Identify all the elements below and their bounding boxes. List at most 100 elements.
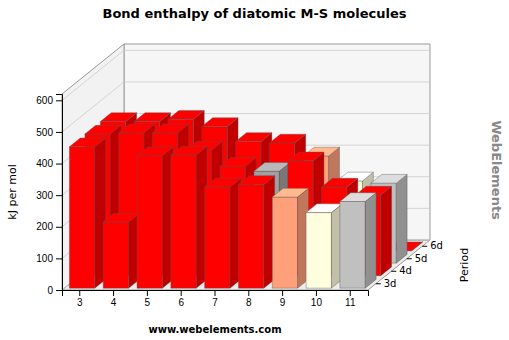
tick-label: 5 [145, 297, 151, 308]
bar-top [254, 163, 290, 172]
bar-top [202, 118, 238, 127]
bar-top [134, 113, 170, 122]
tick-mark [407, 258, 412, 259]
depth-axis-label: Period [458, 248, 471, 282]
bar-front [205, 187, 230, 288]
tick-label: 300 [36, 190, 53, 201]
tick-mark [181, 290, 182, 296]
bar-front [69, 147, 94, 288]
tick-label: 0 [47, 285, 53, 296]
tick-mark [56, 258, 62, 259]
bar [137, 147, 173, 288]
bar-top [236, 133, 272, 142]
tick-label: 3 [77, 297, 83, 308]
depth-axis: 3d4d5d6d [376, 240, 443, 289]
tick: 100 [36, 253, 62, 264]
tick-mark [56, 100, 62, 101]
tick: 400 [36, 158, 62, 169]
y-axis-label: kJ per mol [6, 164, 19, 219]
tick-label: 400 [36, 158, 53, 169]
tick: 7 [212, 290, 218, 308]
tick-mark [56, 227, 62, 228]
tick-mark [350, 290, 351, 296]
panes [62, 44, 430, 290]
bar-front [272, 197, 297, 288]
bar-front [103, 222, 128, 288]
watermark: WebElements [489, 120, 504, 220]
bar-top [100, 113, 136, 122]
bar-side [381, 186, 392, 275]
bar [205, 178, 241, 288]
tick: 200 [36, 221, 62, 232]
axis-line [56, 95, 63, 291]
tick-label: 600 [36, 95, 53, 106]
bar [238, 176, 274, 288]
bar [272, 188, 308, 288]
bar-side [365, 193, 376, 288]
tick-label: 6 [178, 297, 184, 308]
bar-top [205, 178, 241, 187]
tick-label: 7 [212, 297, 218, 308]
bar-top [69, 138, 105, 147]
bar-top [153, 124, 189, 133]
bar-top [171, 146, 207, 155]
tick: 300 [36, 190, 62, 201]
bars [69, 111, 422, 289]
tick: 600 [36, 95, 62, 106]
bar [69, 138, 105, 288]
bar [171, 146, 207, 288]
bar-top [85, 125, 121, 134]
bar-front [306, 213, 331, 289]
bar-top [371, 174, 407, 183]
bar [103, 213, 139, 288]
tick-mark [376, 283, 381, 284]
bar-front [171, 155, 196, 288]
tick: 0 [47, 285, 62, 296]
bar-top [103, 213, 139, 222]
tick-label: 11 [345, 297, 356, 308]
title: Bond enthalpy of diatomic M-S molecules [103, 6, 407, 21]
tick-label: 4 [111, 297, 117, 308]
y-axis: 0 100 200 300 400 500 600 [36, 95, 62, 296]
bar-top [288, 152, 324, 161]
bar-top [269, 134, 305, 143]
tick-mark [113, 290, 114, 296]
tick-label: 5d [415, 253, 428, 264]
tick-mark [316, 290, 317, 296]
tick: 500 [36, 127, 62, 138]
bar-front [340, 202, 365, 289]
bar [306, 204, 342, 288]
tick-label: 3d [384, 278, 397, 289]
bar-top [306, 204, 342, 213]
tick-mark [147, 290, 148, 296]
tick-label: 200 [36, 221, 53, 232]
tick: 10 [311, 290, 323, 308]
tick-label: 100 [36, 253, 53, 264]
chart: 0 100 200 300 400 500 600 3 4 5 6 7 8 9 10 11 3d4d5d6d Bo… [0, 0, 509, 340]
axis-line [63, 291, 369, 297]
annotation: www.webelements.com [148, 324, 281, 335]
tick-label: 9 [280, 297, 286, 308]
bar-top [340, 193, 376, 202]
tick-label: 4d [399, 265, 412, 276]
tick: 5 [145, 290, 151, 308]
tick-mark [282, 290, 283, 296]
tick: 9 [280, 290, 286, 308]
bar-top [168, 111, 204, 120]
tick-label: 500 [36, 127, 53, 138]
bar-top [137, 147, 173, 156]
bar-front [137, 156, 162, 288]
tick: 3 [77, 290, 83, 308]
bar-top [119, 124, 155, 133]
tick-mark [56, 290, 62, 291]
tick-mark [215, 290, 216, 296]
tick: 11 [345, 290, 356, 308]
tick: 4 [111, 290, 117, 308]
bar-side [396, 174, 407, 263]
grid-line [62, 50, 430, 100]
tick-mark [79, 290, 80, 296]
bar-top [272, 188, 308, 197]
tick: 8 [246, 290, 252, 308]
grid [62, 50, 430, 290]
x-axis: 3 4 5 6 7 8 9 10 11 [63, 290, 369, 308]
